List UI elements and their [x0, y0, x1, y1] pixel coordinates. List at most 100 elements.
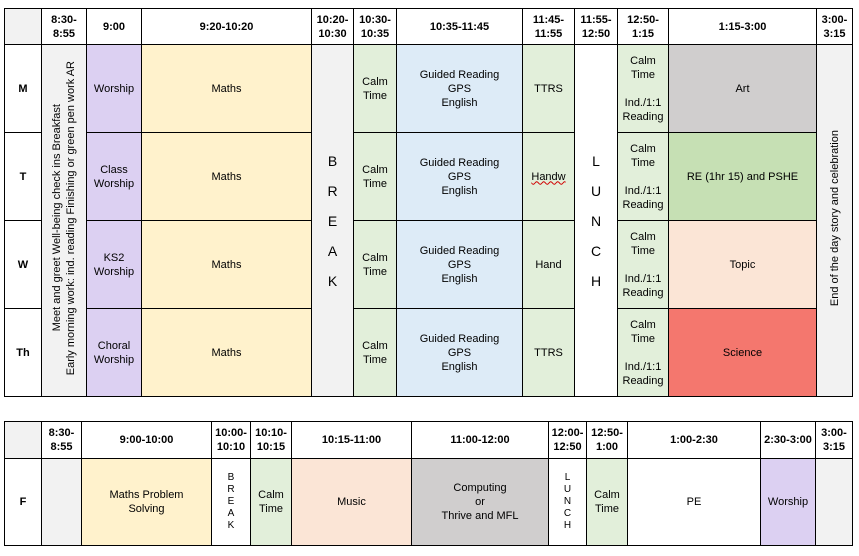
break-column: B R E A K — [311, 44, 354, 397]
day-label: M — [4, 44, 42, 133]
ttrs-cell: TTRS — [522, 44, 575, 133]
day-label: W — [4, 220, 42, 309]
guided-reading-cell: Guided Reading GPS English — [396, 308, 523, 397]
lunch-letter: L — [564, 472, 571, 483]
time-header: 10:10-10:15 — [250, 421, 292, 459]
calm-time-cell: Calm Time — [353, 220, 397, 309]
day-label: T — [4, 132, 42, 221]
lunch-letter: N — [590, 212, 602, 229]
lunch-letter: L — [592, 152, 600, 169]
early-morning-cell: Meet and greet Well-being check ins Brea… — [41, 44, 87, 397]
calm-time-cell: Calm Time — [250, 458, 292, 546]
friday-header-row: 8:30-8:55 9:00-10:00 10:00-10:10 10:10-1… — [4, 421, 853, 459]
time-header: 9:00-10:00 — [81, 421, 212, 459]
ttrs-cell: TTRS — [522, 308, 575, 397]
lunch-letter: C — [590, 242, 602, 259]
time-header: 8:30-8:55 — [41, 8, 87, 45]
corner-cell — [4, 8, 42, 45]
friday-timetable: 8:30-8:55 9:00-10:00 10:00-10:10 10:10-1… — [4, 421, 853, 546]
afternoon-lesson-cell: Art — [668, 44, 817, 133]
afternoon-lesson-cell: Science — [668, 308, 817, 397]
lunch-letter: N — [563, 496, 572, 507]
calm-time-cell: Calm Time — [586, 458, 628, 546]
worship-cell: Worship — [86, 44, 142, 133]
guided-reading-cell: Guided Reading GPS English — [396, 132, 523, 221]
afternoon-calm-cell: Calm Time Ind./1:1 Reading — [617, 44, 669, 133]
lunch-column: L U N C H — [574, 44, 618, 397]
break-letter: E — [227, 496, 235, 507]
corner-cell — [4, 421, 42, 459]
worship-cell: Class Worship — [86, 132, 142, 221]
break-column: B R E A K — [211, 458, 251, 546]
music-cell: Music — [291, 458, 412, 546]
worship-cell: Choral Worship — [86, 308, 142, 397]
computing-cell: Computing or Thrive and MFL — [411, 458, 549, 546]
break-letter: K — [327, 272, 338, 289]
day-row-monday: M Meet and greet Well-being check ins Br… — [4, 44, 853, 397]
time-header: 1:00-2:30 — [627, 421, 761, 459]
time-header: 11:45-11:55 — [522, 8, 575, 45]
break-letter: E — [327, 212, 338, 229]
day-label: Th — [4, 308, 42, 397]
time-header: 12:00-12:50 — [548, 421, 587, 459]
day-row-tuesday: T Class Worship Maths Calm Time Guided R… — [4, 132, 853, 221]
time-header: 3:00-3:15 — [815, 421, 853, 459]
lunch-letter: U — [563, 484, 572, 495]
handwriting-cell: Hand — [522, 220, 575, 309]
early-morning-text: Meet and greet Well-being check ins Brea… — [50, 61, 78, 375]
lunch-column: L U N C H — [548, 458, 587, 546]
guided-reading-cell: Guided Reading GPS English — [396, 44, 523, 133]
maths-cell: Maths — [141, 132, 312, 221]
break-letter: B — [327, 152, 338, 169]
maths-cell: Maths — [141, 220, 312, 309]
afternoon-lesson-cell: Topic — [668, 220, 817, 309]
weekly-timetable: 8:30-8:55 9:00 9:20-10:20 10:20-10:30 10… — [4, 8, 853, 397]
time-header: 10:15-11:00 — [291, 421, 412, 459]
time-header: 3:00-3:15 — [816, 8, 853, 45]
day-row-thursday: Th Choral Worship Maths Calm Time Guided… — [4, 308, 853, 397]
day-row-wednesday: W KS2 Worship Maths Calm Time Guided Rea… — [4, 220, 853, 309]
lunch-letter: H — [590, 272, 602, 289]
end-of-day-cell: End of the day story and celebration — [816, 44, 853, 397]
worship-cell: Worship — [760, 458, 816, 546]
guided-reading-cell: Guided Reading GPS English — [396, 220, 523, 309]
time-header: 9:20-10:20 — [141, 8, 312, 45]
break-letter: K — [227, 520, 235, 531]
time-header: 2:30-3:00 — [760, 421, 816, 459]
afternoon-calm-cell: Calm Time Ind./1:1 Reading — [617, 308, 669, 397]
weekly-header-row: 8:30-8:55 9:00 9:20-10:20 10:20-10:30 10… — [4, 8, 853, 45]
time-header: 10:00-10:10 — [211, 421, 251, 459]
break-letter: R — [327, 182, 338, 199]
pe-cell: PE — [627, 458, 761, 546]
time-header: 11:00-12:00 — [411, 421, 549, 459]
calm-time-cell: Calm Time — [353, 308, 397, 397]
time-header: 10:35-11:45 — [396, 8, 523, 45]
time-header: 10:20-10:30 — [311, 8, 354, 45]
break-letter: R — [227, 484, 235, 495]
time-header: 11:55-12:50 — [574, 8, 618, 45]
lunch-letter: U — [590, 182, 602, 199]
maths-problem-cell: Maths Problem Solving — [81, 458, 212, 546]
maths-cell: Maths — [141, 44, 312, 133]
early-morning-cell — [41, 458, 82, 546]
time-header: 8:30-8:55 — [41, 421, 82, 459]
time-header: 12:50-1:00 — [586, 421, 628, 459]
handwriting-cell: Handw — [522, 132, 575, 221]
worship-cell: KS2 Worship — [86, 220, 142, 309]
lunch-letter: H — [563, 520, 572, 531]
calm-time-cell: Calm Time — [353, 44, 397, 133]
afternoon-calm-cell: Calm Time Ind./1:1 Reading — [617, 220, 669, 309]
maths-cell: Maths — [141, 308, 312, 397]
end-of-day-cell — [815, 458, 853, 546]
lunch-letter: C — [563, 508, 572, 519]
day-label: F — [4, 458, 42, 546]
break-letter: A — [227, 508, 235, 519]
time-header: 1:15-3:00 — [668, 8, 817, 45]
end-of-day-text: End of the day story and celebration — [828, 130, 841, 307]
break-letter: B — [227, 472, 235, 483]
time-header: 12:50-1:15 — [617, 8, 669, 45]
time-header: 9:00 — [86, 8, 142, 45]
afternoon-lesson-cell: RE (1hr 15) and PSHE — [668, 132, 817, 221]
afternoon-calm-cell: Calm Time Ind./1:1 Reading — [617, 132, 669, 221]
time-header: 10:30-10:35 — [353, 8, 397, 45]
